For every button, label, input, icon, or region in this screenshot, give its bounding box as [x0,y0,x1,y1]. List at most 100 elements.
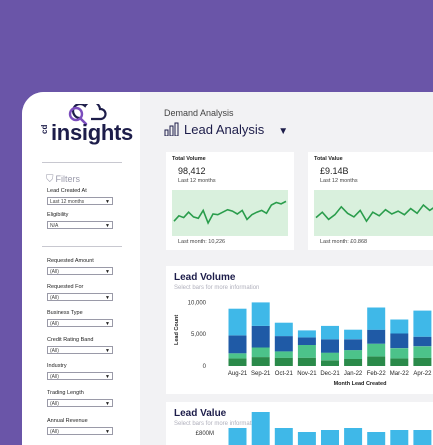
filters-header: ⛉ Filters [46,174,80,185]
bar-segment[interactable] [274,351,293,358]
filter-select[interactable]: (All) ▼ [47,267,113,275]
bar-segment[interactable] [344,359,363,366]
kpi-period: Last 12 months [320,178,358,184]
bar-segment[interactable] [413,430,432,445]
bar-segment[interactable] [344,428,363,445]
dropdown-caret-icon[interactable]: ▼ [278,126,289,137]
bar-segment[interactable] [390,319,409,334]
x-tick-label: Jan-22 [344,371,363,377]
chart-title: Lead Volume [174,272,236,283]
bar-segment[interactable] [251,325,270,348]
bar-segment[interactable] [274,336,293,352]
main-content: Demand Analysis Lead Analysis ▼ Total Vol… [140,92,433,445]
bar-segment[interactable] [344,329,363,340]
bar-segment[interactable] [251,302,270,326]
filter-value: Last 12 months [50,199,85,205]
bar-segment[interactable] [344,339,363,351]
chevron-down-icon: ▼ [105,223,110,229]
filter-select[interactable]: Last 12 months ▼ [47,197,113,205]
bar-segment[interactable] [413,346,432,358]
filter-label: Eligibility [47,212,69,218]
bar-segment[interactable] [321,430,339,445]
chevron-down-icon: ▼ [105,374,110,380]
bar-segment[interactable] [251,412,270,445]
bar-segment[interactable] [228,308,247,336]
bar-segment[interactable] [367,356,386,367]
bar-segment[interactable] [228,428,247,445]
bar-segment[interactable] [274,428,293,445]
filter-label: Credit Rating Band [47,337,94,343]
kpi-value: £9.14B [320,166,349,176]
bar-segment[interactable] [390,358,409,366]
bar-segment[interactable] [321,339,339,353]
filter-select[interactable]: (All) ▼ [47,399,113,407]
sparkline-background [172,190,288,236]
chevron-down-icon: ▼ [105,401,110,407]
bar-segment[interactable] [367,343,386,357]
bar-segment[interactable] [297,345,316,358]
bar-segment[interactable] [297,337,316,345]
bar-segment[interactable] [251,357,270,366]
bar-segment[interactable] [228,358,247,366]
bar-segment[interactable] [251,347,270,358]
kpi-label: Total Volume [172,156,206,162]
breadcrumb[interactable]: Demand Analysis [164,108,234,118]
kpi-card-total-volume[interactable]: Total Volume 98,412 Last 12 months Last … [166,152,294,250]
filter-value: (All) [50,374,59,380]
x-tick-label: Oct-21 [275,371,294,377]
chart-subtitle: Select bars for more information [174,421,260,427]
bar-segment[interactable] [413,357,432,366]
bar-segment[interactable] [367,329,386,344]
kpi-period: Last 12 months [178,178,216,184]
bar-segment[interactable] [321,360,339,366]
chevron-down-icon: ▼ [105,295,110,301]
bar-segment[interactable] [321,325,339,340]
bar-segment[interactable] [367,432,386,445]
x-tick-label: Apr-22 [413,371,432,377]
bar-segment[interactable] [274,322,293,337]
bar-segment[interactable] [413,336,432,347]
bar-segment[interactable] [390,430,409,445]
filter-select[interactable]: (All) ▼ [47,346,113,354]
cloud-magnifier-icon [68,104,107,126]
chevron-down-icon: ▼ [105,429,110,435]
x-tick-label: Dec-21 [320,371,340,377]
brand-logo[interactable]: cd insights [38,104,138,148]
kpi-card-total-value[interactable]: Total Value £9.14B Last 12 months Last m… [308,152,433,250]
filter-value: (All) [50,269,59,275]
y-axis-label: Lead Count [174,315,180,345]
page-title[interactable]: Lead Analysis ▼ [164,122,288,137]
sparkline-total-value [314,190,433,236]
bar-segment[interactable] [228,335,247,354]
chevron-down-icon: ▼ [105,269,110,275]
filter-select[interactable]: (All) ▼ [47,427,113,435]
filter-select[interactable]: (All) ▼ [47,319,113,327]
bar-segment[interactable] [390,348,409,359]
bar-segment[interactable] [297,357,316,366]
bar-segment[interactable] [367,307,386,330]
bar-segment[interactable] [413,310,432,337]
filter-value: (All) [50,429,59,435]
filter-label: Business Type [47,310,83,316]
filter-select[interactable]: (All) ▼ [47,293,113,301]
sidebar: cd insights ⛉ Filters Lead Created At Last… [22,92,140,445]
chevron-down-icon: ▼ [105,199,110,205]
bar-segment[interactable] [321,352,339,361]
bar-segment[interactable] [297,330,316,338]
bar-segment[interactable] [274,357,293,366]
bar-segment[interactable] [344,350,363,359]
bar-segment[interactable] [390,333,409,349]
kpi-value: 98,412 [178,166,206,176]
chart-title: Lead Value [174,408,227,419]
bar-segment[interactable] [297,432,316,445]
kpi-last-month: Last month: 10,226 [178,239,226,245]
filter-label: Lead Created At [47,188,87,194]
filter-select[interactable]: N/A ▼ [47,221,113,229]
page-title-text: Lead Analysis [184,122,265,137]
bar-segment[interactable] [228,353,247,359]
y-tick-label: 10,000 [188,300,207,306]
filter-value: (All) [50,348,59,354]
filter-select[interactable]: (All) ▼ [47,372,113,380]
x-tick-label: Sep-21 [251,371,271,377]
y-tick-label: £800M [196,431,214,437]
